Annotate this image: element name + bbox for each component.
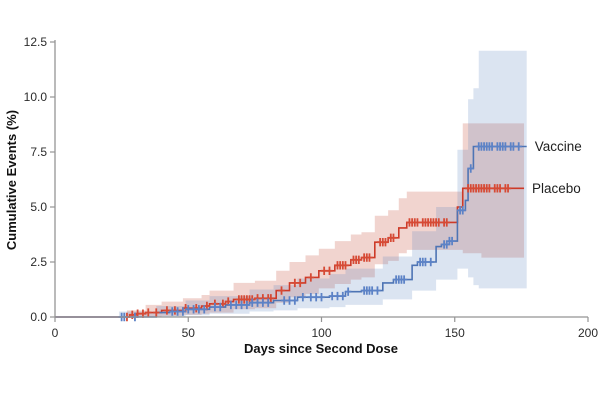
y-tick-label: 7.5 [30, 145, 47, 159]
legend-label-placebo: Placebo [532, 181, 581, 196]
y-tick-label: 2.5 [30, 255, 47, 269]
ci-band-vaccine [55, 50, 527, 318]
x-tick-label: 100 [311, 326, 331, 340]
x-tick-label: 150 [445, 326, 465, 340]
y-tick-label: 10.0 [24, 90, 48, 104]
x-tick-label: 50 [182, 326, 196, 340]
y-tick-label: 12.5 [24, 35, 48, 49]
x-tick-label: 0 [52, 326, 59, 340]
y-tick-label: 5.0 [30, 200, 47, 214]
confidence-bands [55, 50, 527, 318]
legend-label-vaccine: Vaccine [535, 139, 582, 154]
curve-placebo [55, 187, 525, 318]
y-tick-label: 0.0 [30, 310, 47, 324]
x-tick-label: 200 [578, 326, 598, 340]
axes: 0 50 100 150 200 0.0 2.5 5.0 7.5 10.0 12.5 [24, 35, 599, 340]
y-axis-title: Cumulative Events (%) [4, 110, 19, 250]
x-axis-title: Days since Second Dose [244, 341, 398, 356]
